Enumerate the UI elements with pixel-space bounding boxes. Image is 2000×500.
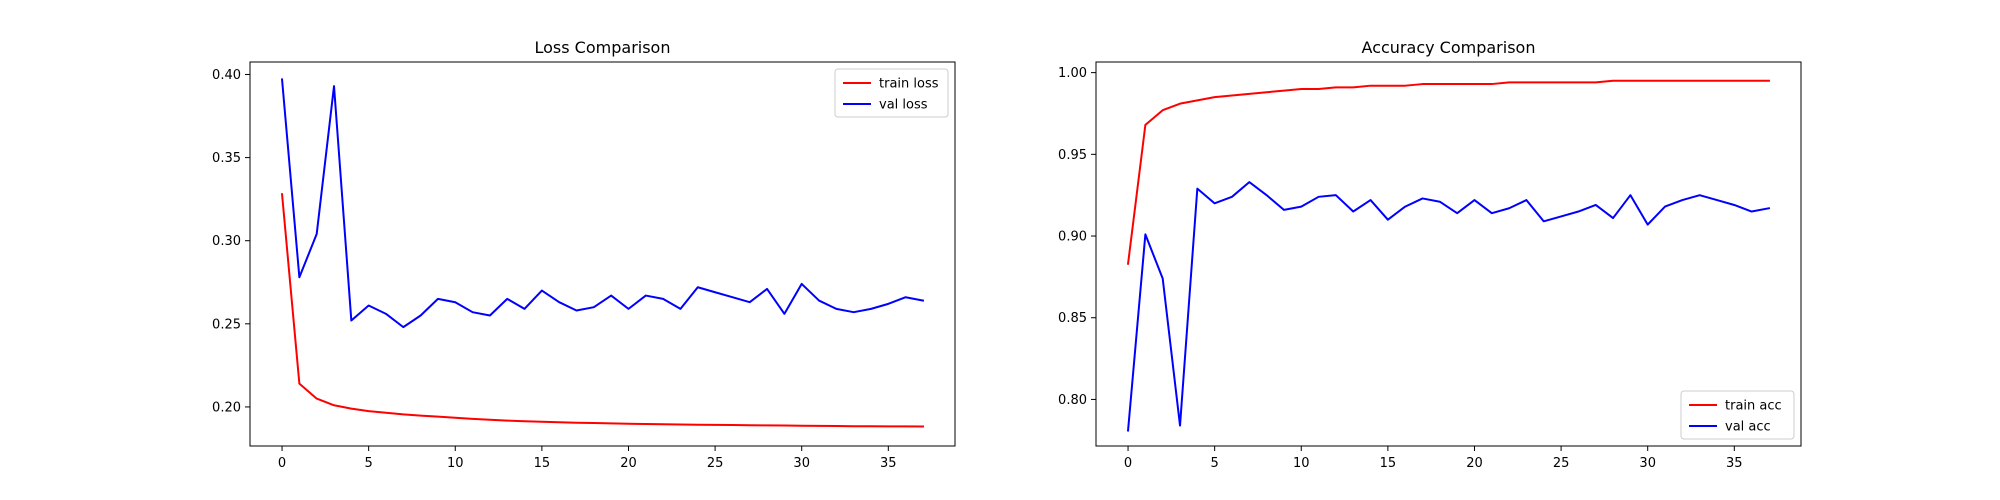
chart-0-plot-area bbox=[280, 78, 925, 428]
chart-1-x-tick-label: 15 bbox=[1380, 456, 1397, 471]
chart-0-legend-label: train loss bbox=[879, 77, 939, 92]
chart-0-series-line-val-loss bbox=[280, 78, 925, 329]
chart-1-y-tick-label: 0.85 bbox=[1058, 311, 1087, 326]
chart-1-axes-frame bbox=[1095, 61, 1802, 447]
chart-1-legend-label: val acc bbox=[1725, 420, 1771, 435]
chart-0-x-tick-label: 30 bbox=[793, 456, 810, 471]
chart-1-y-tick-label: 1.00 bbox=[1058, 66, 1087, 81]
chart-0-series-line-train-loss bbox=[280, 193, 924, 428]
chart-0-y-tick-label: 0.25 bbox=[212, 317, 241, 332]
chart-0-x-tick-label: 5 bbox=[365, 456, 373, 471]
chart-0-x-tick-label: 20 bbox=[620, 456, 637, 471]
chart-0-x-tick-label: 25 bbox=[707, 456, 724, 471]
chart-1-x-tick-label: 30 bbox=[1639, 456, 1656, 471]
chart-0-y-tick-label: 0.40 bbox=[212, 68, 241, 83]
chart-1-x-tick-label: 35 bbox=[1726, 456, 1743, 471]
chart-1-series-line-val-acc bbox=[1126, 181, 1771, 432]
chart-0-legend: train loss val loss bbox=[834, 68, 949, 118]
chart-1-y-tick-label: 0.80 bbox=[1058, 393, 1087, 408]
chart-0-legend-label: val loss bbox=[879, 98, 928, 113]
chart-0-x-tick-label: 35 bbox=[880, 456, 897, 471]
chart-0-y-tick-label: 0.35 bbox=[212, 151, 241, 166]
chart-1-legend-label: train acc bbox=[1725, 399, 1782, 414]
chart-0-y-tick-label: 0.30 bbox=[212, 234, 241, 249]
chart-1-x-tick-label: 10 bbox=[1293, 456, 1310, 471]
chart-1-series-line-train-acc bbox=[1126, 79, 1770, 265]
accuracy-comparison-chart: 0 5 10 15 20 25 30 35 0.80 0.85 0.90 0.95 1.00 Accura… bbox=[1058, 38, 1802, 471]
chart-1-x-tick-label: 20 bbox=[1466, 456, 1483, 471]
chart-1-legend: train acc val acc bbox=[1680, 390, 1795, 440]
chart-1-x-tick-label: 0 bbox=[1124, 456, 1132, 471]
chart-0-x-tick-label: 15 bbox=[534, 456, 551, 471]
chart-0-x-tick-label: 0 bbox=[278, 456, 286, 471]
chart-1-x-tick-label: 5 bbox=[1211, 456, 1219, 471]
chart-0-y-tick-label: 0.20 bbox=[212, 400, 241, 415]
chart-1-y-tick-label: 0.95 bbox=[1058, 148, 1087, 163]
chart-1-x-tick-label: 25 bbox=[1553, 456, 1570, 471]
chart-1-plot-area bbox=[1126, 79, 1771, 432]
loss-comparison-chart: 0 5 10 15 20 25 30 35 0.20 0.25 0.30 0.35 0.40 Loss C… bbox=[212, 38, 956, 471]
chart-0-x-tick-label: 10 bbox=[447, 456, 464, 471]
chart-1-title: Accuracy Comparison bbox=[1362, 38, 1536, 57]
chart-0-axes-frame bbox=[249, 61, 956, 447]
chart-0-title: Loss Comparison bbox=[535, 38, 671, 57]
chart-1-y-tick-label: 0.90 bbox=[1058, 230, 1087, 245]
